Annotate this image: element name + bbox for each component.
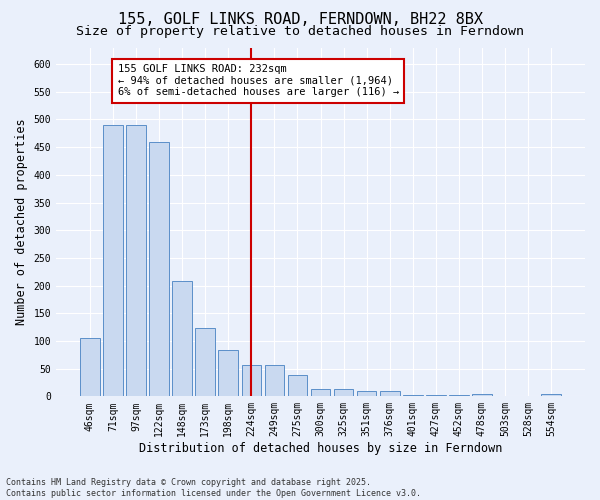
Bar <box>426 394 446 396</box>
Bar <box>311 389 331 396</box>
Y-axis label: Number of detached properties: Number of detached properties <box>15 118 28 325</box>
Bar <box>357 391 376 396</box>
Bar <box>196 328 215 396</box>
Bar <box>380 391 400 396</box>
Bar <box>334 389 353 396</box>
Bar <box>403 394 422 396</box>
Bar <box>472 394 492 396</box>
Text: 155, GOLF LINKS ROAD, FERNDOWN, BH22 8BX: 155, GOLF LINKS ROAD, FERNDOWN, BH22 8BX <box>118 12 482 28</box>
X-axis label: Distribution of detached houses by size in Ferndown: Distribution of detached houses by size … <box>139 442 502 455</box>
Bar <box>149 142 169 396</box>
Text: 155 GOLF LINKS ROAD: 232sqm
← 94% of detached houses are smaller (1,964)
6% of s: 155 GOLF LINKS ROAD: 232sqm ← 94% of det… <box>118 64 399 98</box>
Text: Size of property relative to detached houses in Ferndown: Size of property relative to detached ho… <box>76 25 524 38</box>
Bar <box>80 338 100 396</box>
Text: Contains HM Land Registry data © Crown copyright and database right 2025.
Contai: Contains HM Land Registry data © Crown c… <box>6 478 421 498</box>
Bar <box>449 394 469 396</box>
Bar <box>287 376 307 396</box>
Bar <box>103 125 123 396</box>
Bar <box>218 350 238 397</box>
Bar <box>172 281 192 396</box>
Bar <box>265 365 284 396</box>
Bar <box>242 365 261 396</box>
Bar <box>541 394 561 396</box>
Bar <box>126 125 146 396</box>
